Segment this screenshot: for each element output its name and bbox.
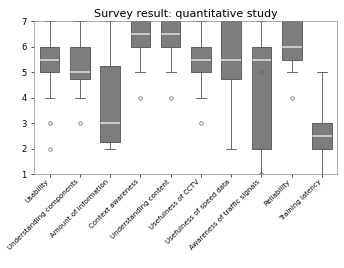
PathPatch shape xyxy=(282,21,302,60)
PathPatch shape xyxy=(161,21,181,47)
PathPatch shape xyxy=(40,47,60,72)
PathPatch shape xyxy=(251,47,271,149)
PathPatch shape xyxy=(221,21,241,79)
PathPatch shape xyxy=(191,47,211,72)
Title: Survey result: quantitative study: Survey result: quantitative study xyxy=(94,9,278,19)
PathPatch shape xyxy=(100,66,120,142)
PathPatch shape xyxy=(312,123,332,149)
PathPatch shape xyxy=(130,21,150,47)
PathPatch shape xyxy=(70,47,90,79)
